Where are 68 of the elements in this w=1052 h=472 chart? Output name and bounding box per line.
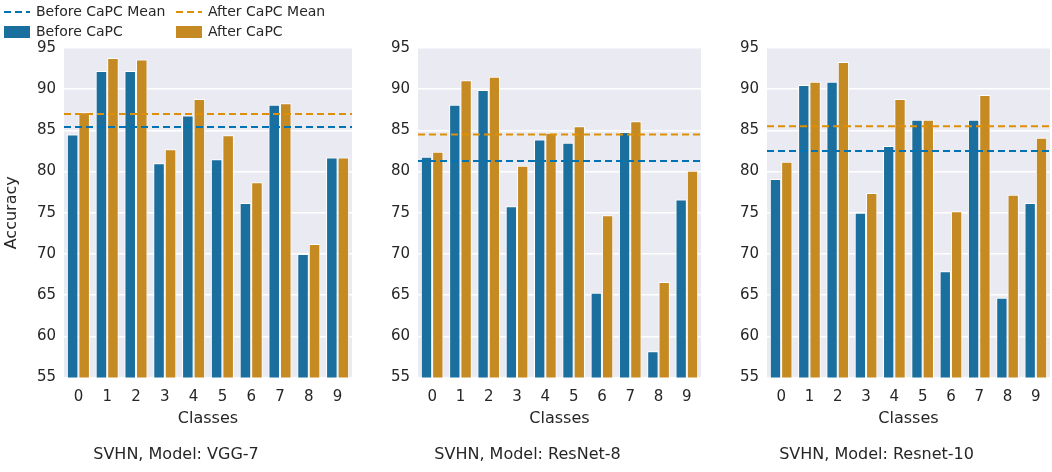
y-tick-label: 60 [36, 326, 56, 345]
y-tick-label: 95 [36, 37, 56, 56]
x-tick-label: 4 [540, 387, 551, 406]
x-axis-title: Classes [177, 408, 239, 428]
x-tick-label: 9 [332, 387, 343, 406]
y-tick-label: 80 [36, 161, 56, 180]
y-tick-label: 85 [739, 120, 759, 139]
y-tick-label: 95 [390, 37, 410, 56]
y-tick-label: 85 [390, 120, 410, 139]
y-tick-label: 75 [390, 202, 410, 221]
x-tick-label: 7 [625, 387, 636, 406]
y-tick-label: 75 [739, 202, 759, 221]
x-tick-label: 4 [188, 387, 199, 406]
y-tick-label: 90 [36, 79, 56, 98]
y-tick-label: 60 [739, 326, 759, 345]
x-tick-label: 6 [246, 387, 256, 406]
text: SVHN, Model: Resnet-10 [779, 443, 974, 463]
y-tick-label: 70 [739, 243, 759, 262]
x-tick-label: 7 [974, 387, 985, 406]
x-tick-label: 8 [653, 387, 664, 406]
x-tick-label: 0 [73, 387, 84, 406]
x-tick-label: 4 [889, 387, 900, 406]
x-tick-label: 2 [832, 387, 843, 406]
x-axis-title: Classes [529, 408, 590, 428]
x-tick-label: 2 [483, 387, 494, 406]
x-tick-label: 0 [776, 387, 786, 406]
x-tick-label: 5 [568, 387, 579, 406]
y-tick-label: 95 [739, 37, 759, 56]
y-axis-title: Accuracy [0, 176, 20, 250]
x-tick-label: 3 [160, 387, 170, 406]
y-tick-label: 70 [390, 243, 410, 262]
y-tick-label: 80 [739, 161, 759, 180]
legend-label: After CaPC [208, 22, 283, 39]
text: SVHN, Model: VGG-7 [93, 443, 259, 463]
y-tick-label: 65 [739, 285, 759, 304]
x-tick-label: 8 [304, 387, 314, 406]
x-tick-label: 5 [917, 387, 928, 406]
y-tick-label: 55 [36, 367, 56, 386]
y-tick-label: 90 [739, 79, 759, 98]
text: SVHN, Model: ResNet-8 [434, 443, 621, 463]
x-tick-label: 9 [1031, 387, 1041, 406]
y-tick-label: 65 [36, 285, 56, 304]
x-tick-label: 5 [217, 387, 228, 406]
x-tick-label: 0 [427, 387, 437, 406]
y-tick-label: 75 [36, 202, 56, 221]
legend-label: Before CaPC [36, 22, 124, 39]
y-tick-label: 55 [390, 367, 410, 386]
x-tick-label: 1 [455, 387, 466, 406]
x-axis-title: Classes [878, 408, 939, 428]
x-tick-label: 8 [1002, 387, 1013, 406]
x-tick-label: 6 [946, 387, 956, 406]
x-tick-label: 2 [131, 387, 141, 406]
y-tick-label: 70 [36, 243, 56, 262]
x-tick-label: 6 [597, 387, 607, 406]
y-tick-label: 80 [390, 161, 410, 180]
x-tick-label: 3 [861, 387, 871, 406]
y-tick-label: 55 [739, 367, 759, 386]
y-tick-label: 85 [36, 120, 56, 139]
y-tick-label: 90 [390, 79, 410, 98]
legend-label: Before CaPC Mean [36, 2, 166, 19]
x-tick-label: 3 [512, 387, 522, 406]
y-tick-label: 65 [390, 285, 410, 304]
x-tick-label: 7 [275, 387, 285, 406]
legend-label: After CaPC Mean [208, 2, 326, 19]
x-tick-label: 9 [682, 387, 692, 406]
x-tick-label: 1 [804, 387, 815, 406]
y-tick-label: 60 [390, 326, 410, 345]
x-tick-label: 1 [102, 387, 112, 406]
